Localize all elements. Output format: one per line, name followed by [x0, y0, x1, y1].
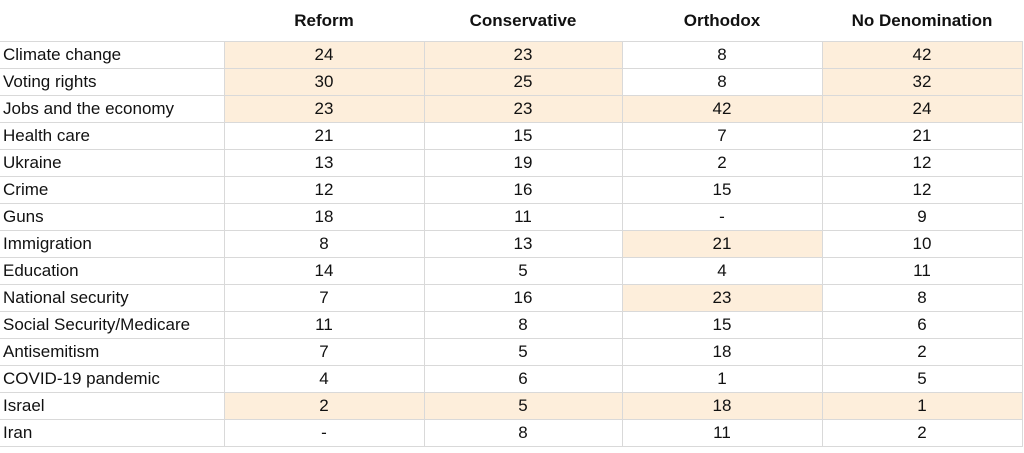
value-cell-conservative: 16 [423, 176, 623, 204]
value-cell-no-denomination: 24 [821, 95, 1023, 123]
header-cell-no-denomination: No Denomination [851, 10, 993, 30]
value-cell-reform: 4 [223, 365, 425, 393]
value-cell-orthodox: 21 [621, 230, 823, 258]
value-cell-no-denomination: 12 [821, 176, 1023, 204]
value-cell-no-denomination: 5 [821, 365, 1023, 393]
value-cell-no-denomination: 12 [821, 149, 1023, 177]
value-cell-orthodox: 23 [621, 284, 823, 312]
row-label: Social Security/Medicare [0, 311, 225, 339]
value-cell-reform: 8 [223, 230, 425, 258]
value-cell-reform: 2 [223, 392, 425, 420]
value-cell-orthodox: 15 [621, 176, 823, 204]
table-row: Crime 12 16 15 12 [0, 176, 1023, 204]
value-cell-orthodox: 18 [621, 338, 823, 366]
value-cell-orthodox: 42 [621, 95, 823, 123]
row-label: Iran [0, 419, 225, 447]
row-label: National security [0, 284, 225, 312]
value-cell-conservative: 25 [423, 68, 623, 96]
value-cell-orthodox: 11 [621, 419, 823, 447]
value-cell-conservative: 15 [423, 122, 623, 150]
row-label: Voting rights [0, 68, 225, 96]
value-cell-conservative: 5 [423, 392, 623, 420]
row-label: Climate change [0, 41, 225, 69]
value-cell-orthodox: 8 [621, 41, 823, 69]
value-cell-reform: 21 [223, 122, 425, 150]
value-cell-reform: 30 [223, 68, 425, 96]
value-cell-no-denomination: 21 [821, 122, 1023, 150]
table-row: National security 7 16 23 8 [0, 284, 1023, 312]
value-cell-reform: 11 [223, 311, 425, 339]
value-cell-no-denomination: 10 [821, 230, 1023, 258]
header-cell-orthodox: Orthodox [683, 10, 761, 30]
value-cell-no-denomination: 11 [821, 257, 1023, 285]
value-cell-no-denomination: 32 [821, 68, 1023, 96]
value-cell-orthodox: 4 [621, 257, 823, 285]
row-label: Jobs and the economy [0, 95, 225, 123]
table-row: Climate change 24 23 8 42 [0, 41, 1023, 69]
row-label: COVID-19 pandemic [0, 365, 225, 393]
row-label: Education [0, 257, 225, 285]
value-cell-conservative: 19 [423, 149, 623, 177]
value-cell-conservative: 13 [423, 230, 623, 258]
value-cell-conservative: 23 [423, 41, 623, 69]
value-cell-conservative: 6 [423, 365, 623, 393]
table-row: Social Security/Medicare 11 8 15 6 [0, 311, 1023, 339]
header-cell-label [0, 0, 224, 42]
value-cell-conservative: 5 [423, 257, 623, 285]
row-label: Israel [0, 392, 225, 420]
value-cell-no-denomination: 8 [821, 284, 1023, 312]
value-cell-no-denomination: 42 [821, 41, 1023, 69]
table-row: COVID-19 pandemic 4 6 1 5 [0, 365, 1023, 393]
value-cell-reform: 23 [223, 95, 425, 123]
row-label: Antisemitism [0, 338, 225, 366]
value-cell-reform: 18 [223, 203, 425, 231]
row-label: Guns [0, 203, 225, 231]
header-cell-reform: Reform [294, 10, 354, 30]
value-cell-no-denomination: 1 [821, 392, 1023, 420]
header-cell-conservative: Conservative [469, 10, 577, 30]
table-row: Iran -8 11 2 [0, 419, 1023, 447]
value-cell-conservative: 16 [423, 284, 623, 312]
table-row: Guns 18 11-9 [0, 203, 1023, 231]
value-cell-reform: 14 [223, 257, 425, 285]
value-cell-orthodox: 7 [621, 122, 823, 150]
value-cell-reform: 24 [223, 41, 425, 69]
row-label: Health care [0, 122, 225, 150]
value-cell-orthodox: - [621, 203, 823, 231]
value-cell-conservative: 11 [423, 203, 623, 231]
value-cell-conservative: 8 [423, 419, 623, 447]
table-row: Immigration 8 13 21 10 [0, 230, 1023, 258]
header-row: Reform Conservative Orthodox No Denomina… [0, 0, 1022, 42]
value-cell-conservative: 23 [423, 95, 623, 123]
value-cell-no-denomination: 2 [821, 338, 1023, 366]
table-row: Israel 2 5 18 1 [0, 392, 1023, 420]
value-cell-orthodox: 2 [621, 149, 823, 177]
value-cell-no-denomination: 9 [821, 203, 1023, 231]
value-cell-orthodox: 1 [621, 365, 823, 393]
value-cell-reform: - [223, 419, 425, 447]
row-label: Crime [0, 176, 225, 204]
table-body: Climate change 24 23 8 42 Voting rights 30 25 8 3… [0, 41, 1023, 447]
value-cell-reform: 13 [223, 149, 425, 177]
value-cell-orthodox: 15 [621, 311, 823, 339]
value-cell-reform: 12 [223, 176, 425, 204]
table-row: Education 14 5 4 11 [0, 257, 1023, 285]
table-row: Voting rights 30 25 8 32 [0, 68, 1023, 96]
value-cell-reform: 7 [223, 338, 425, 366]
value-cell-reform: 7 [223, 284, 425, 312]
value-cell-conservative: 8 [423, 311, 623, 339]
value-cell-no-denomination: 2 [821, 419, 1023, 447]
table-row: Antisemitism 7 5 18 2 [0, 338, 1023, 366]
table-row: Health care 21 15 7 21 [0, 122, 1023, 150]
row-label: Ukraine [0, 149, 225, 177]
table-row: Ukraine 13 19 2 12 [0, 149, 1023, 177]
row-label: Immigration [0, 230, 225, 258]
value-cell-conservative: 5 [423, 338, 623, 366]
table-row: Jobs and the economy 23 23 42 24 [0, 95, 1023, 123]
value-cell-orthodox: 8 [621, 68, 823, 96]
value-cell-orthodox: 18 [621, 392, 823, 420]
value-cell-no-denomination: 6 [821, 311, 1023, 339]
